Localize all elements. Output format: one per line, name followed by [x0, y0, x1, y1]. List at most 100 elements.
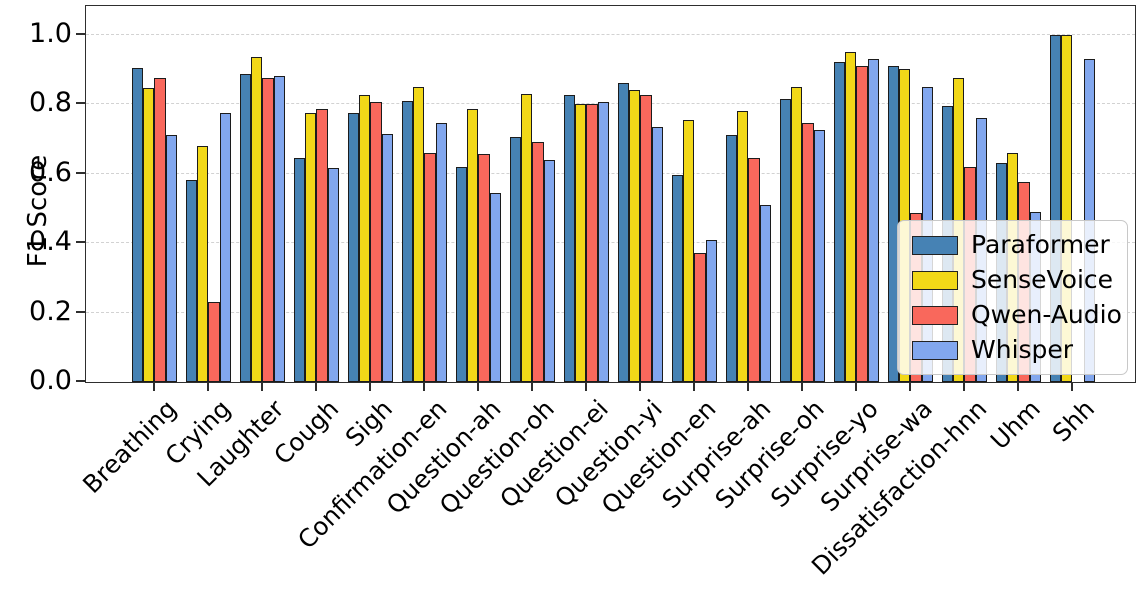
bar-group-question-en [672, 6, 717, 382]
x-tick-mark-surprise-wa [908, 382, 911, 391]
legend-item-sensevoice: SenseVoice [912, 266, 1115, 294]
x-tick-mark-surprise-yo [854, 382, 857, 391]
plot-area: Paraformer SenseVoice Qwen-Audio Whisper [85, 5, 1136, 383]
bar-whisper-confirmation-en [435, 123, 447, 382]
bar-paraformer-cough [294, 157, 306, 382]
bar-paraformer-question-en [672, 175, 684, 382]
y-tick-label-0.8: 0.8 [29, 87, 72, 118]
bar-qwen-audio-question-yi [640, 95, 652, 382]
x-tick-label-uhm: Uhm [984, 394, 1047, 456]
legend-swatch-qwen-audio [912, 305, 958, 325]
bar-whisper-question-ah [489, 192, 501, 382]
legend-item-whisper: Whisper [912, 336, 1115, 364]
y-tick-mark-1.0 [76, 32, 85, 35]
x-tick-mark-dissatisfaction-hnn [962, 382, 965, 391]
bar-paraformer-surprise-yo [834, 62, 846, 382]
bar-qwen-audio-question-en [694, 253, 706, 382]
bar-whisper-surprise-yo [867, 58, 879, 382]
x-tick-mark-surprise-ah [746, 382, 749, 391]
gridline-1 [86, 33, 1135, 35]
bar-whisper-surprise-oh [813, 130, 825, 382]
bar-qwen-audio-breathing [154, 77, 166, 382]
legend: Paraformer SenseVoice Qwen-Audio Whisper [897, 220, 1128, 375]
bar-sensevoice-sigh [359, 95, 371, 382]
bar-qwen-audio-surprise-oh [802, 123, 814, 382]
y-tick-mark-0.4 [76, 241, 85, 243]
x-tick-mark-confirmation-en [422, 382, 425, 391]
y-tick-label-0.2: 0.2 [29, 295, 72, 327]
bar-whisper-question-ei [597, 102, 609, 382]
bar-qwen-audio-surprise-yo [856, 65, 868, 382]
bar-qwen-audio-question-ei [586, 104, 598, 382]
bar-whisper-cough [327, 168, 339, 382]
bar-paraformer-breathing [132, 67, 144, 382]
bar-sensevoice-shh [1061, 34, 1073, 382]
legend-swatch-paraformer [912, 235, 958, 255]
x-tick-mark-sigh [368, 382, 371, 391]
bar-paraformer-question-yi [618, 83, 630, 382]
bar-group-surprise-yo [834, 6, 879, 382]
x-tick-mark-breathing [152, 382, 155, 391]
gridline-0.6 [86, 172, 1135, 174]
bar-paraformer-question-oh [510, 137, 522, 382]
legend-swatch-sensevoice [912, 270, 958, 290]
x-tick-mark-surprise-oh [800, 382, 803, 391]
bar-sensevoice-question-en [683, 119, 695, 382]
x-tick-mark-laughter [260, 382, 263, 391]
x-tick-mark-cough [314, 382, 317, 391]
bar-sensevoice-breathing [143, 88, 155, 382]
bar-qwen-audio-cough [316, 109, 328, 382]
bar-qwen-audio-sigh [370, 102, 382, 382]
bar-paraformer-sigh [348, 112, 360, 382]
bar-qwen-audio-question-oh [532, 142, 544, 382]
bar-whisper-surprise-ah [759, 204, 771, 382]
bar-paraformer-confirmation-en [402, 100, 414, 382]
x-tick-mark-crying [206, 382, 209, 391]
y-axis-title: F1 Score [23, 154, 53, 268]
y-tick-mark-0.6 [76, 171, 85, 174]
bar-sensevoice-question-yi [629, 90, 641, 382]
bar-group-breathing [132, 6, 177, 382]
bar-group-laughter [240, 6, 285, 382]
bar-sensevoice-question-oh [521, 93, 533, 382]
y-tick-mark-0.8 [76, 102, 85, 104]
bar-qwen-audio-question-ah [478, 154, 490, 382]
bar-paraformer-laughter [240, 74, 252, 382]
bar-paraformer-crying [186, 180, 198, 382]
legend-item-paraformer: Paraformer [912, 231, 1115, 259]
bar-sensevoice-surprise-oh [791, 86, 803, 382]
bar-sensevoice-laughter [251, 57, 263, 382]
x-tick-mark-question-oh [530, 382, 533, 391]
bar-group-sigh [348, 6, 393, 382]
bar-group-question-ei [564, 6, 609, 382]
x-tick-mark-question-ei [584, 382, 587, 391]
bar-whisper-crying [219, 112, 231, 382]
bar-sensevoice-confirmation-en [413, 86, 425, 382]
bar-sensevoice-question-ei [575, 104, 587, 382]
bar-whisper-sigh [381, 133, 393, 382]
legend-label-qwen-audio: Qwen-Audio [971, 300, 1122, 329]
bar-whisper-laughter [273, 76, 285, 382]
bar-qwen-audio-laughter [262, 77, 274, 382]
bar-sensevoice-cough [305, 112, 317, 382]
bar-qwen-audio-confirmation-en [424, 152, 436, 382]
bar-paraformer-surprise-oh [780, 98, 792, 382]
gridline-0.4 [86, 242, 1135, 243]
bar-qwen-audio-surprise-ah [748, 157, 760, 382]
legend-item-qwen-audio: Qwen-Audio [912, 301, 1122, 329]
bar-group-surprise-oh [780, 6, 825, 382]
bar-group-question-oh [510, 6, 555, 382]
y-tick-label-0.6: 0.6 [29, 156, 72, 188]
bar-group-question-yi [618, 6, 663, 382]
y-tick-label-1.0: 1.0 [29, 17, 72, 49]
bar-whisper-question-oh [543, 159, 555, 382]
legend-swatch-whisper [912, 340, 958, 360]
y-tick-mark-0.2 [76, 310, 85, 313]
bar-group-question-ah [456, 6, 501, 382]
y-tick-mark-0.0 [76, 380, 85, 382]
bar-whisper-question-yi [651, 126, 663, 382]
bar-sensevoice-surprise-ah [737, 110, 749, 382]
bar-whisper-breathing [165, 135, 177, 382]
y-tick-label-0.4: 0.4 [29, 226, 72, 257]
